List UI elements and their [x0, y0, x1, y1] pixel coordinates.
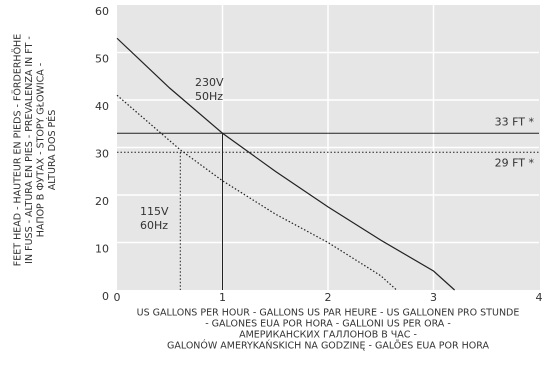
x-axis-title: АМЕРИКАНСКИХ ГАЛЛОНОВ В ЧАС - [239, 330, 417, 341]
y-axis-title: FEET HEAD - HAUTEUR EN PIEDS - FÖRDERHÖH… [13, 34, 24, 266]
reference-label: 29 FT * [495, 156, 535, 169]
y-tick-label: 10 [95, 243, 109, 256]
y-tick-label: 30 [95, 148, 109, 161]
x-tick-label: 3 [430, 291, 437, 304]
series-label: 60Hz [140, 219, 168, 232]
curve [116, 37, 456, 291]
series-label: 230V [195, 76, 224, 89]
y-axis-title: IN FUSS - ALTURA EN PIES - PREVALENZA IN… [24, 36, 35, 264]
x-axis-title: GALONÓW AMERYKAŃSKICH NA GODZINĘ - GALÕE… [167, 340, 489, 352]
series-label: 50Hz [195, 90, 223, 103]
x-tick-label: 4 [536, 291, 543, 304]
y-tick-label: 20 [95, 195, 109, 208]
x-axis-title: - GALONES EUA POR HORA - GALLONI US PER … [205, 319, 451, 330]
y-tick-label: 40 [95, 100, 109, 113]
x-axis-title: US GALLONS PER HOUR - GALLONS US PAR HEU… [137, 308, 520, 319]
series-label: 115V [140, 205, 169, 218]
x-tick-label: 2 [325, 291, 332, 304]
y-tick-label: 50 [95, 53, 109, 66]
y-axis-title: НАПОР В ФУТАХ - STOPY GŁOWICA - [36, 63, 47, 237]
x-tick-label: 1 [219, 291, 226, 304]
y-tick-label: 60 [95, 5, 109, 18]
x-tick-label: 0 [114, 291, 121, 304]
y-axis-title: ALTURA DOS PÉS [46, 110, 58, 191]
reference-label: 33 FT * [495, 115, 535, 128]
y-tick-label: 0 [102, 290, 109, 303]
